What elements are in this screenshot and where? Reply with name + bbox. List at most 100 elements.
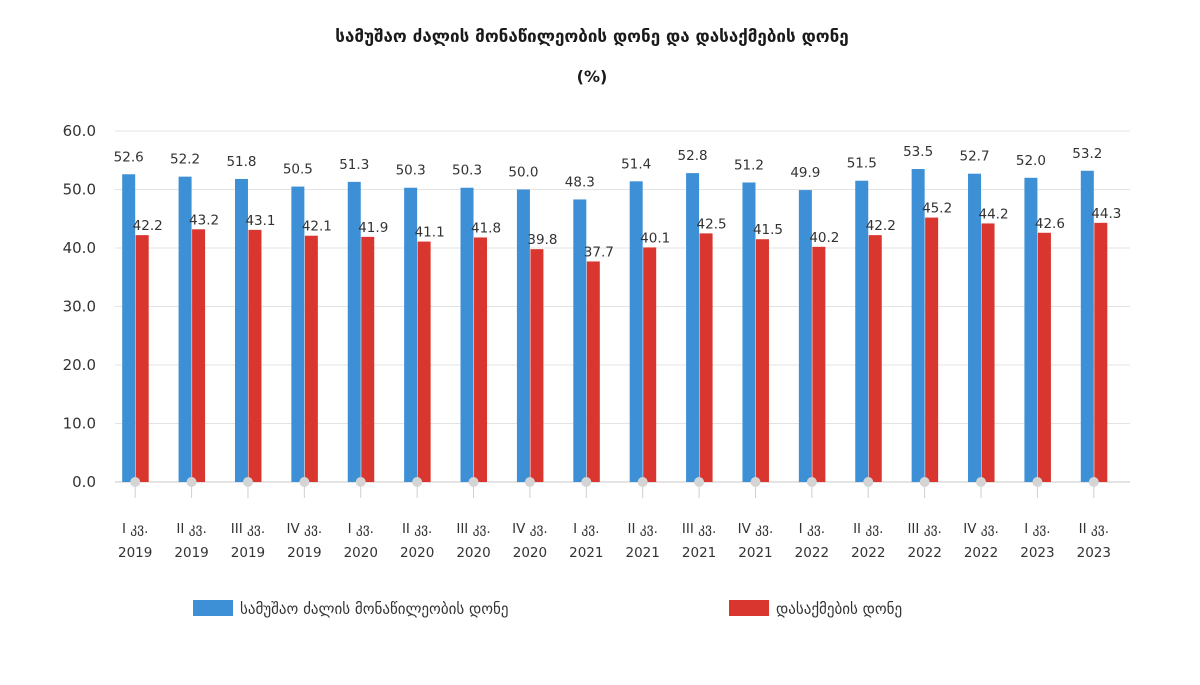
legend-swatch-labor-force: [193, 600, 233, 616]
x-axis-marker: [468, 477, 479, 487]
bar-employment: [925, 217, 939, 482]
data-label-employment: 41.5: [753, 222, 783, 238]
data-label-labor-force: 51.5: [847, 156, 877, 172]
data-label-labor-force: 53.2: [1072, 146, 1102, 162]
x-tick-label-year: 2020: [344, 545, 378, 561]
x-axis-marker: [299, 477, 310, 487]
bar-labor-force: [629, 181, 643, 482]
bar-employment: [868, 235, 882, 482]
bar-employment: [530, 249, 544, 482]
x-tick-label-year: 2022: [964, 545, 998, 561]
data-label-labor-force: 50.3: [396, 163, 426, 179]
bar-labor-force: [911, 169, 925, 482]
bar-employment: [135, 235, 149, 482]
x-tick-label-quarter: II კვ.: [402, 521, 432, 537]
y-tick-label: 40.0: [63, 239, 96, 257]
data-label-employment: 40.2: [809, 230, 839, 246]
x-tick-label-year: 2021: [569, 545, 603, 561]
data-label-employment: 42.1: [302, 219, 332, 235]
y-tick-label: 0.0: [72, 473, 96, 491]
bar-employment: [1094, 222, 1108, 482]
x-tick-label-year: 2022: [907, 545, 941, 561]
x-tick-label-quarter: IV კვ.: [512, 521, 548, 537]
bar-labor-force: [404, 187, 418, 482]
x-tick-label-year: 2022: [851, 545, 885, 561]
bar-labor-force: [234, 178, 248, 482]
x-axis-marker: [806, 477, 817, 487]
x-axis-marker: [637, 477, 648, 487]
bar-labor-force: [855, 180, 869, 482]
x-tick-label-quarter: IV კვ.: [963, 521, 999, 537]
y-axis: 0.0 10.0 20.0 30.0 40.0 50.0 60.0: [63, 122, 96, 491]
bar-labor-force: [798, 190, 812, 482]
data-label-employment: 44.3: [1091, 206, 1121, 222]
x-tick-label-quarter: I კვ.: [799, 521, 825, 537]
x-tick-label-year: 2020: [513, 545, 547, 561]
bar-employment: [192, 229, 206, 482]
x-tick-label-year: 2022: [795, 545, 829, 561]
x-tick-label-quarter: II კვ.: [1079, 521, 1109, 537]
x-tick-label-quarter: II კვ.: [853, 521, 883, 537]
bar-employment: [1037, 232, 1051, 482]
bar-labor-force: [122, 174, 136, 483]
x-axis-marker: [186, 477, 197, 487]
bar-labor-force: [1080, 170, 1094, 482]
data-label-employment: 37.7: [584, 244, 614, 260]
bar-employment: [812, 246, 826, 482]
bar-employment: [248, 229, 262, 482]
data-label-employment: 43.1: [245, 213, 275, 229]
x-tick-label-quarter: III კვ.: [907, 521, 941, 537]
legend-label-labor-force: სამუშაო ძალის მონაწილეობის დონე: [240, 600, 509, 618]
x-tick-label-year: 2023: [1020, 545, 1054, 561]
bar-employment: [981, 223, 995, 482]
legend-swatch-employment: [729, 600, 769, 616]
bar-labor-force: [686, 173, 700, 482]
bar-labor-force: [968, 173, 982, 482]
x-axis-marker: [694, 477, 705, 487]
x-axis: I კვ. 2019 II კვ. 2019 III კვ. 2019 IV კვ. 2019…: [118, 477, 1111, 561]
x-axis-marker: [581, 477, 592, 487]
x-tick-label-year: 2023: [1077, 545, 1111, 561]
data-label-employment: 42.6: [1035, 216, 1065, 232]
bar-series: 52.6 42.2 52.2 43.2 51.8 43.1 50.5 42.1 51.3 41.9…: [114, 144, 1121, 483]
x-tick-label-quarter: IV კვ.: [287, 521, 323, 537]
x-axis-marker: [130, 477, 141, 487]
data-label-employment: 45.2: [922, 201, 952, 217]
bar-employment: [474, 237, 488, 482]
x-tick-label-year: 2021: [738, 545, 772, 561]
y-tick-label: 50.0: [63, 181, 96, 199]
data-label-labor-force: 51.4: [621, 156, 651, 172]
data-label-labor-force: 51.2: [734, 157, 764, 173]
data-label-labor-force: 50.0: [508, 165, 538, 181]
bar-labor-force: [1024, 177, 1038, 483]
data-label-employment: 41.9: [358, 220, 388, 236]
bar-labor-force: [742, 182, 756, 483]
x-tick-label-year: 2019: [287, 545, 321, 561]
y-tick-label: 10.0: [63, 415, 96, 433]
bar-employment: [643, 247, 657, 482]
x-tick-label-year: 2021: [626, 545, 660, 561]
x-axis-marker: [750, 477, 761, 487]
data-label-labor-force: 48.3: [565, 174, 595, 190]
x-tick-label-year: 2019: [118, 545, 152, 561]
data-label-employment: 41.8: [471, 220, 501, 236]
x-axis-marker: [242, 477, 253, 487]
data-label-labor-force: 50.3: [452, 163, 482, 179]
x-axis-marker: [524, 477, 535, 487]
bar-employment: [361, 236, 375, 482]
x-tick-label-quarter: III კვ.: [456, 521, 490, 537]
x-tick-label-quarter: III კვ.: [231, 521, 265, 537]
x-axis-marker: [976, 477, 987, 487]
x-axis-marker: [863, 477, 874, 487]
x-tick-label-quarter: IV კვ.: [738, 521, 774, 537]
x-tick-label-quarter: II კვ.: [628, 521, 658, 537]
data-label-employment: 40.1: [640, 230, 670, 246]
x-tick-label-quarter: I კვ.: [348, 521, 374, 537]
bar-employment: [699, 233, 713, 482]
bar-labor-force: [291, 186, 305, 482]
chart-subtitle: (%): [577, 67, 608, 86]
y-tick-label: 30.0: [63, 298, 96, 316]
data-label-employment: 42.2: [866, 218, 896, 234]
data-label-employment: 42.5: [697, 216, 727, 232]
